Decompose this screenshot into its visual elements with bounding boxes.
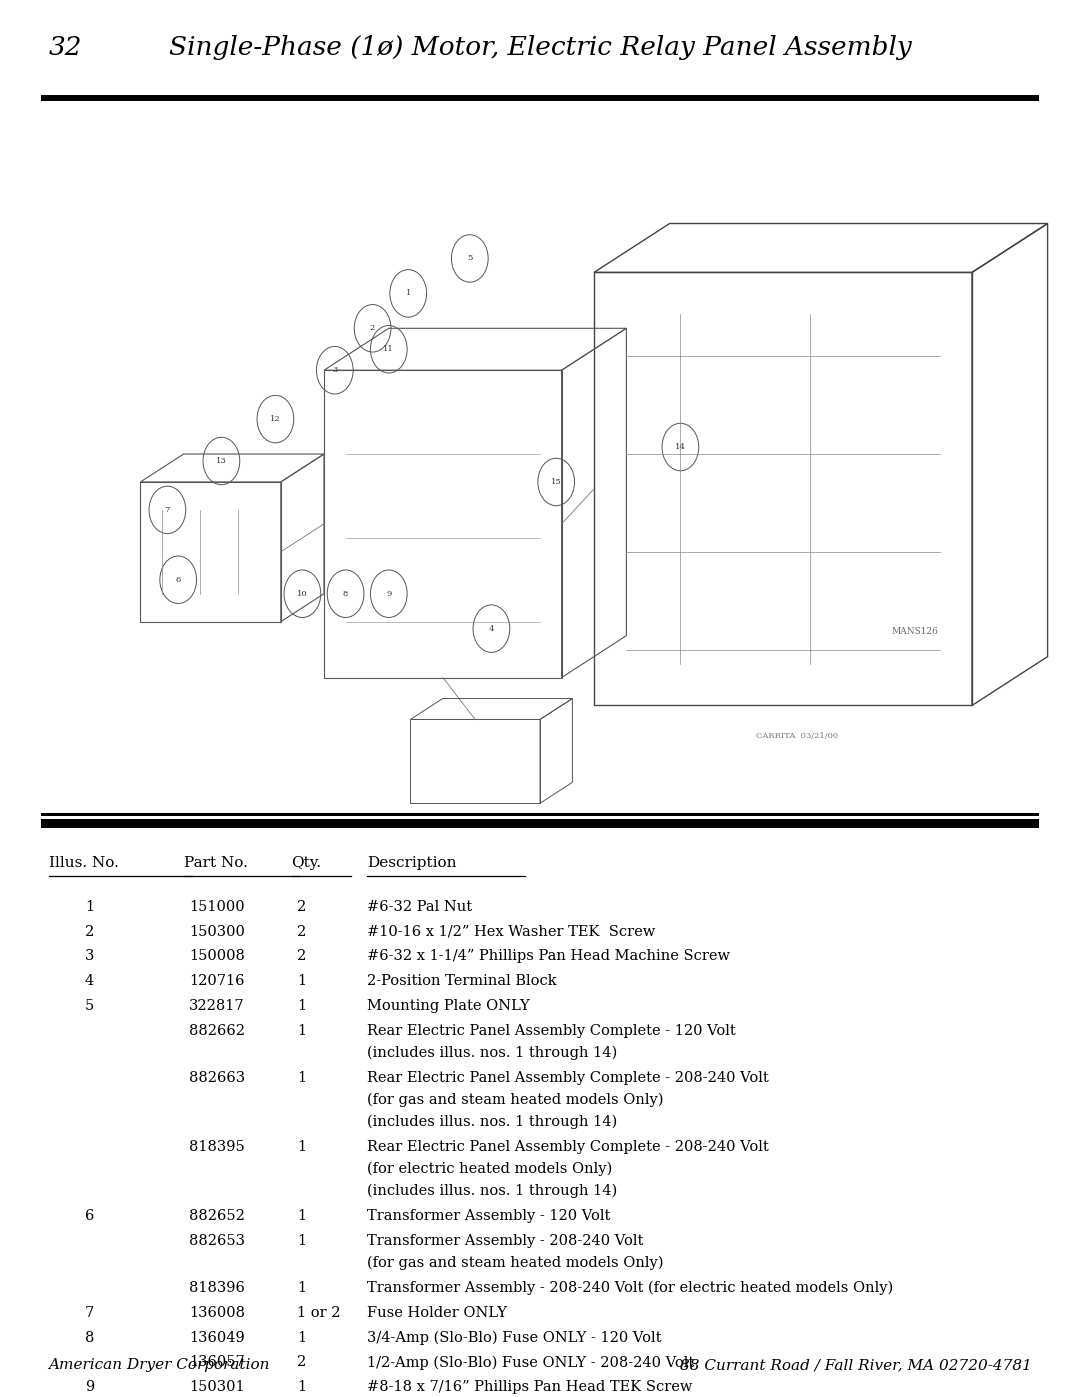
- Text: 882663: 882663: [189, 1071, 245, 1085]
- Text: Transformer Assembly - 208-240 Volt: Transformer Assembly - 208-240 Volt: [367, 1234, 644, 1248]
- Text: MANS126: MANS126: [891, 627, 937, 636]
- Text: (includes illus. nos. 1 through 14): (includes illus. nos. 1 through 14): [367, 1115, 618, 1130]
- Text: 9: 9: [387, 590, 391, 598]
- Text: 1: 1: [297, 1208, 306, 1222]
- Text: 12: 12: [270, 415, 281, 423]
- Text: 322817: 322817: [189, 999, 245, 1013]
- Text: 11: 11: [383, 345, 394, 353]
- Text: 882653: 882653: [189, 1234, 245, 1248]
- Text: 1: 1: [297, 1380, 306, 1394]
- Text: 2: 2: [370, 324, 375, 332]
- Text: 818396: 818396: [189, 1281, 245, 1295]
- Text: 14: 14: [675, 443, 686, 451]
- Text: 1: 1: [297, 1281, 306, 1295]
- Bar: [140, 482, 281, 622]
- Text: 1: 1: [297, 1024, 306, 1038]
- Text: 2: 2: [84, 925, 94, 939]
- Text: 32: 32: [49, 35, 82, 60]
- Text: Description: Description: [367, 856, 457, 870]
- Text: American Dryer Corporation: American Dryer Corporation: [49, 1358, 270, 1372]
- Text: 882662: 882662: [189, 1024, 245, 1038]
- Text: 150008: 150008: [189, 950, 245, 964]
- Text: Mounting Plate ONLY: Mounting Plate ONLY: [367, 999, 530, 1013]
- Text: #10-16 x 1/2” Hex Washer TEK  Screw: #10-16 x 1/2” Hex Washer TEK Screw: [367, 925, 656, 939]
- Text: Rear Electric Panel Assembly Complete - 120 Volt: Rear Electric Panel Assembly Complete - …: [367, 1024, 735, 1038]
- Text: 1: 1: [406, 289, 410, 298]
- Text: 882652: 882652: [189, 1208, 245, 1222]
- Bar: [41, 819, 1039, 828]
- Text: 5: 5: [468, 254, 472, 263]
- Text: 1 or 2: 1 or 2: [297, 1306, 340, 1320]
- Text: 4: 4: [84, 974, 94, 988]
- Text: Transformer Assembly - 208-240 Volt (for electric heated models Only): Transformer Assembly - 208-240 Volt (for…: [367, 1281, 893, 1295]
- Text: 1: 1: [297, 974, 306, 988]
- Text: 2: 2: [297, 950, 307, 964]
- Text: 3: 3: [333, 366, 337, 374]
- Text: 136008: 136008: [189, 1306, 245, 1320]
- Text: Qty.: Qty.: [292, 856, 322, 870]
- Text: Illus. No.: Illus. No.: [49, 856, 119, 870]
- Text: 9: 9: [84, 1380, 94, 1394]
- Text: 150301: 150301: [189, 1380, 245, 1394]
- Bar: [41, 95, 1039, 101]
- Text: Transformer Assembly - 120 Volt: Transformer Assembly - 120 Volt: [367, 1208, 610, 1222]
- Text: 8: 8: [343, 590, 348, 598]
- Text: 88 Currant Road / Fall River, MA 02720-4781: 88 Currant Road / Fall River, MA 02720-4…: [679, 1358, 1031, 1372]
- Text: 6: 6: [176, 576, 180, 584]
- Text: 136057: 136057: [189, 1355, 245, 1369]
- Bar: [41, 813, 1039, 816]
- Text: (for electric heated models Only): (for electric heated models Only): [367, 1162, 612, 1176]
- Text: Part No.: Part No.: [184, 856, 247, 870]
- Text: 1: 1: [297, 1071, 306, 1085]
- Text: 2-Position Terminal Block: 2-Position Terminal Block: [367, 974, 557, 988]
- Text: (for gas and steam heated models Only): (for gas and steam heated models Only): [367, 1256, 664, 1270]
- Text: 1: 1: [297, 999, 306, 1013]
- Text: 15: 15: [551, 478, 562, 486]
- Text: (includes illus. nos. 1 through 14): (includes illus. nos. 1 through 14): [367, 1185, 618, 1199]
- Bar: [410, 719, 540, 803]
- Text: 120716: 120716: [189, 974, 244, 988]
- Text: 6: 6: [84, 1208, 94, 1222]
- Text: 1: 1: [297, 1330, 306, 1344]
- Text: 150300: 150300: [189, 925, 245, 939]
- Text: Rear Electric Panel Assembly Complete - 208-240 Volt: Rear Electric Panel Assembly Complete - …: [367, 1071, 769, 1085]
- Bar: [324, 370, 562, 678]
- Text: 2: 2: [297, 900, 307, 914]
- Text: 1: 1: [297, 1140, 306, 1154]
- Text: Rear Electric Panel Assembly Complete - 208-240 Volt: Rear Electric Panel Assembly Complete - …: [367, 1140, 769, 1154]
- Text: 818395: 818395: [189, 1140, 245, 1154]
- Text: 5: 5: [84, 999, 94, 1013]
- Text: #6-32 x 1-1/4” Phillips Pan Head Machine Screw: #6-32 x 1-1/4” Phillips Pan Head Machine…: [367, 950, 730, 964]
- Text: 1/2-Amp (Slo-Blo) Fuse ONLY - 208-240 Volt: 1/2-Amp (Slo-Blo) Fuse ONLY - 208-240 Vo…: [367, 1355, 694, 1370]
- Text: #8-18 x 7/16” Phillips Pan Head TEK Screw: #8-18 x 7/16” Phillips Pan Head TEK Scre…: [367, 1380, 692, 1394]
- Text: 151000: 151000: [189, 900, 245, 914]
- Text: 4: 4: [488, 624, 495, 633]
- Text: 1: 1: [85, 900, 94, 914]
- Text: 3/4-Amp (Slo-Blo) Fuse ONLY - 120 Volt: 3/4-Amp (Slo-Blo) Fuse ONLY - 120 Volt: [367, 1330, 662, 1345]
- Text: 8: 8: [84, 1330, 94, 1344]
- Text: 10: 10: [297, 590, 308, 598]
- Text: 2: 2: [297, 925, 307, 939]
- Text: Single-Phase (1ø) Motor, Electric Relay Panel Assembly: Single-Phase (1ø) Motor, Electric Relay …: [168, 35, 912, 60]
- Text: CARRITA  03/21/00: CARRITA 03/21/00: [756, 732, 838, 740]
- Text: Fuse Holder ONLY: Fuse Holder ONLY: [367, 1306, 508, 1320]
- Text: #6-32 Pal Nut: #6-32 Pal Nut: [367, 900, 472, 914]
- Text: (for gas and steam heated models Only): (for gas and steam heated models Only): [367, 1092, 664, 1108]
- Text: 7: 7: [84, 1306, 94, 1320]
- Text: 13: 13: [216, 457, 227, 465]
- Text: 1: 1: [297, 1234, 306, 1248]
- Text: (includes illus. nos. 1 through 14): (includes illus. nos. 1 through 14): [367, 1046, 618, 1060]
- Text: 3: 3: [84, 950, 94, 964]
- Text: 7: 7: [165, 506, 170, 514]
- Text: 136049: 136049: [189, 1330, 245, 1344]
- Text: 2: 2: [297, 1355, 307, 1369]
- Bar: [594, 272, 972, 705]
